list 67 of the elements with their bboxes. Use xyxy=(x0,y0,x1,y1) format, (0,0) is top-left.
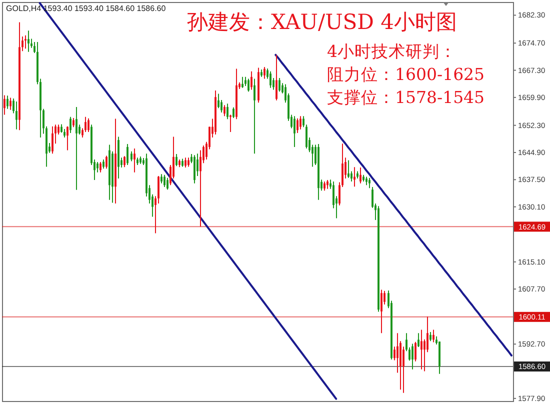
candlestick xyxy=(264,66,266,80)
candlestick xyxy=(96,162,98,173)
candlestick xyxy=(294,116,296,148)
candlestick xyxy=(414,341,416,362)
annotation: 支撑位：1578-1545 xyxy=(327,88,485,107)
candlestick xyxy=(10,97,12,110)
candlestick xyxy=(360,167,362,184)
candlestick xyxy=(16,100,18,130)
candlestick xyxy=(130,150,132,162)
candlestick xyxy=(102,158,104,170)
candlestick xyxy=(380,289,382,334)
candlestick xyxy=(88,118,90,132)
chart-subtitle: GOLD,H4 1593.40 1593.40 1584.60 1586.60 xyxy=(6,4,166,13)
candlestick xyxy=(296,118,298,134)
candlestick xyxy=(368,177,370,189)
candlestick xyxy=(164,174,166,188)
annotation: 阻力位：1600-1625 xyxy=(327,65,485,84)
candlestick xyxy=(420,329,422,370)
candlestick xyxy=(226,103,228,120)
candlestick xyxy=(124,156,126,168)
candlestick xyxy=(396,332,398,374)
candlestick xyxy=(412,343,414,370)
candlestick xyxy=(52,126,54,154)
candlestick xyxy=(166,177,168,190)
candlestick xyxy=(244,76,246,87)
candlestick xyxy=(58,124,60,136)
candlestick xyxy=(184,157,186,168)
candlestick xyxy=(176,153,178,167)
candlestick xyxy=(230,114,232,132)
candlestick xyxy=(106,155,108,170)
candlestick xyxy=(348,160,350,178)
candlestick xyxy=(430,331,432,342)
candlestick xyxy=(242,76,244,88)
candlestick xyxy=(196,153,198,176)
candlestick xyxy=(24,34,26,50)
candlestick xyxy=(6,95,8,110)
candlestick xyxy=(254,78,256,154)
candlestick xyxy=(248,78,250,92)
candlestick xyxy=(270,70,272,88)
annotation: 4小时技术研判： xyxy=(327,42,456,61)
candlestick xyxy=(160,174,162,184)
candlestick xyxy=(418,332,420,348)
candlestick xyxy=(324,180,326,192)
candlestick xyxy=(126,144,128,166)
candlestick xyxy=(224,104,226,117)
candlestick xyxy=(4,94,6,116)
candlestick xyxy=(194,154,196,184)
candlestick xyxy=(432,329,434,343)
candlestick xyxy=(72,117,74,128)
candlestick xyxy=(66,126,68,151)
candlestick xyxy=(300,116,302,130)
candlestick xyxy=(402,346,404,394)
candlestick xyxy=(354,166,356,188)
candlestick xyxy=(76,106,78,190)
chart-title: 孙建发：XAU/USD 4小时图 xyxy=(186,10,458,34)
candlestick xyxy=(276,54,278,101)
candlestick xyxy=(134,148,136,173)
candlestick xyxy=(28,30,30,52)
candlestick xyxy=(394,346,396,361)
candlestick xyxy=(200,150,202,228)
candlestick xyxy=(250,70,252,90)
candlestick xyxy=(232,106,234,118)
candlestick xyxy=(188,157,190,168)
candlestick xyxy=(70,116,72,134)
candlestick xyxy=(278,77,280,92)
candlestick xyxy=(100,162,102,173)
candlestick xyxy=(218,93,220,109)
